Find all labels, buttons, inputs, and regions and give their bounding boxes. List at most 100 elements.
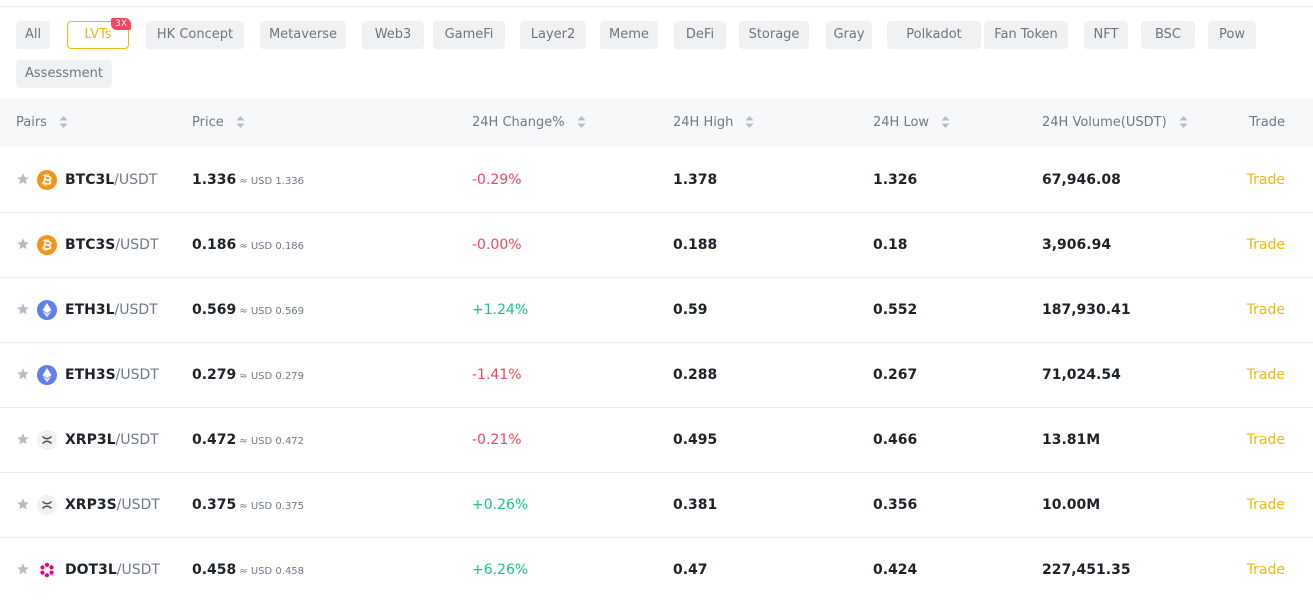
table-row[interactable]: XRP3L/USDT 0.472 ≈ USD 0.472 -0.21% 0.495… xyxy=(0,408,1313,473)
pair-name[interactable]: ETH3L/USDT xyxy=(65,302,158,318)
sort-icon xyxy=(236,115,245,128)
pair-name[interactable]: XRP3S/USDT xyxy=(65,497,160,513)
sort-icon xyxy=(577,115,586,128)
table-row[interactable]: ₿ BTC3L/USDT 1.336 ≈ USD 1.336 -0.29% 1.3… xyxy=(0,148,1313,213)
filter-chip-metaverse[interactable]: Metaverse xyxy=(260,21,346,49)
high-cell: 0.288 xyxy=(673,367,718,383)
trade-link[interactable]: Trade xyxy=(1246,237,1285,253)
column-header-24h-change[interactable]: 24H Change% xyxy=(472,99,586,147)
high-cell: 0.381 xyxy=(673,497,718,513)
price-cell: 0.186 ≈ USD 0.186 xyxy=(192,237,305,253)
favorite-star-icon[interactable] xyxy=(16,237,30,251)
favorite-star-icon[interactable] xyxy=(16,432,30,446)
high-cell: 0.59 xyxy=(673,302,708,318)
column-header-24h-low[interactable]: 24H Low xyxy=(873,99,950,147)
pair-name[interactable]: XRP3L/USDT xyxy=(65,432,159,448)
filter-chip-web3[interactable]: Web3 xyxy=(362,21,424,49)
table-row[interactable]: XRP3S/USDT 0.375 ≈ USD 0.375 +0.26% 0.381… xyxy=(0,473,1313,538)
trade-link[interactable]: Trade xyxy=(1246,172,1285,188)
low-cell: 0.267 xyxy=(873,367,918,383)
pair-name[interactable]: DOT3L/USDT xyxy=(65,562,160,578)
btc-icon: ₿ xyxy=(37,170,57,190)
filter-chip-nft[interactable]: NFT xyxy=(1084,21,1128,49)
filter-chip-hk-concept[interactable]: HK Concept xyxy=(146,21,244,49)
change-cell: -1.41% xyxy=(472,367,522,383)
low-cell: 0.424 xyxy=(873,562,918,578)
favorite-star-icon[interactable] xyxy=(16,497,30,511)
column-header-price[interactable]: Price xyxy=(192,99,245,147)
change-cell: +1.24% xyxy=(472,302,529,318)
top-divider xyxy=(0,6,1313,7)
trade-link[interactable]: Trade xyxy=(1246,562,1285,578)
filter-chip-all[interactable]: All xyxy=(16,21,50,49)
pair-name[interactable]: BTC3S/USDT xyxy=(65,237,159,253)
table-header: Pairs Price 24H Change% 24H High 24H Low… xyxy=(0,99,1313,147)
column-header-trade: Trade xyxy=(1249,115,1285,130)
column-header-24h-volume[interactable]: 24H Volume(USDT) xyxy=(1042,99,1188,147)
pair-name[interactable]: ETH3S/USDT xyxy=(65,367,159,383)
volume-cell: 3,906.94 xyxy=(1042,237,1112,253)
filter-chip-meme[interactable]: Meme xyxy=(600,21,658,49)
filter-chip-bsc[interactable]: BSC xyxy=(1141,21,1195,49)
table-row[interactable]: ETH3L/USDT 0.569 ≈ USD 0.569 +1.24% 0.59 … xyxy=(0,278,1313,343)
table-row[interactable]: DOT3L/USDT 0.458 ≈ USD 0.458 +6.26% 0.47 … xyxy=(0,538,1313,602)
pair-name[interactable]: BTC3L/USDT xyxy=(65,172,158,188)
trade-link[interactable]: Trade xyxy=(1246,367,1285,383)
price-cell: 0.279 ≈ USD 0.279 xyxy=(192,367,305,383)
sort-icon xyxy=(59,115,68,128)
low-cell: 0.466 xyxy=(873,432,918,448)
low-cell: 1.326 xyxy=(873,172,918,188)
price-cell: 0.458 ≈ USD 0.458 xyxy=(192,562,305,578)
category-filter-bar: All LVTs 3X HK Concept Metaverse Web3 Ga… xyxy=(16,18,1306,89)
favorite-star-icon[interactable] xyxy=(16,302,30,316)
filter-chip-fan-token[interactable]: Fan Token xyxy=(984,21,1068,49)
sort-icon xyxy=(1179,115,1188,128)
filter-chip-defi[interactable]: DeFi xyxy=(674,21,726,49)
filter-chip-layer2[interactable]: Layer2 xyxy=(520,21,586,49)
column-header-pairs[interactable]: Pairs xyxy=(16,99,68,147)
change-cell: +6.26% xyxy=(472,562,529,578)
filter-chip-assessment[interactable]: Assessment xyxy=(16,60,112,88)
favorite-star-icon[interactable] xyxy=(16,562,30,576)
volume-cell: 71,024.54 xyxy=(1042,367,1121,383)
high-cell: 1.378 xyxy=(673,172,718,188)
high-cell: 0.47 xyxy=(673,562,708,578)
eth-icon xyxy=(37,300,57,320)
price-cell: 0.375 ≈ USD 0.375 xyxy=(192,497,305,513)
table-row[interactable]: ETH3S/USDT 0.279 ≈ USD 0.279 -1.41% 0.288… xyxy=(0,343,1313,408)
change-cell: -0.00% xyxy=(472,237,522,253)
volume-cell: 10.00M xyxy=(1042,497,1101,513)
volume-cell: 227,451.35 xyxy=(1042,562,1131,578)
filter-chip-storage[interactable]: Storage xyxy=(739,21,809,49)
favorite-star-icon[interactable] xyxy=(16,367,30,381)
price-cell: 0.569 ≈ USD 0.569 xyxy=(192,302,305,318)
filter-chip-gamefi[interactable]: GameFi xyxy=(433,21,505,49)
change-cell: -0.29% xyxy=(472,172,522,188)
trade-link[interactable]: Trade xyxy=(1246,432,1285,448)
sort-icon xyxy=(745,115,754,128)
volume-cell: 67,946.08 xyxy=(1042,172,1121,188)
change-cell: +0.26% xyxy=(472,497,529,513)
change-cell: -0.21% xyxy=(472,432,522,448)
low-cell: 0.18 xyxy=(873,237,908,253)
volume-cell: 187,930.41 xyxy=(1042,302,1131,318)
low-cell: 0.356 xyxy=(873,497,918,513)
trade-link[interactable]: Trade xyxy=(1246,497,1285,513)
leverage-badge: 3X xyxy=(111,18,131,30)
svg-text:₿: ₿ xyxy=(40,238,53,255)
table-row[interactable]: ₿ BTC3S/USDT 0.186 ≈ USD 0.186 -0.00% 0.1… xyxy=(0,213,1313,278)
favorite-star-icon[interactable] xyxy=(16,172,30,186)
high-cell: 0.495 xyxy=(673,432,718,448)
trade-link[interactable]: Trade xyxy=(1246,302,1285,318)
btc-icon: ₿ xyxy=(37,235,57,255)
xrp-icon xyxy=(37,430,57,450)
filter-chip-lvts[interactable]: LVTs 3X xyxy=(67,18,131,49)
eth-icon xyxy=(37,365,57,385)
high-cell: 0.188 xyxy=(673,237,718,253)
column-header-24h-high[interactable]: 24H High xyxy=(673,99,754,147)
filter-chip-polkadot[interactable]: Polkadot xyxy=(887,21,981,49)
volume-cell: 13.81M xyxy=(1042,432,1101,448)
price-cell: 1.336 ≈ USD 1.336 xyxy=(192,172,305,188)
filter-chip-gray[interactable]: Gray xyxy=(826,21,872,49)
filter-chip-pow[interactable]: Pow xyxy=(1208,21,1256,49)
